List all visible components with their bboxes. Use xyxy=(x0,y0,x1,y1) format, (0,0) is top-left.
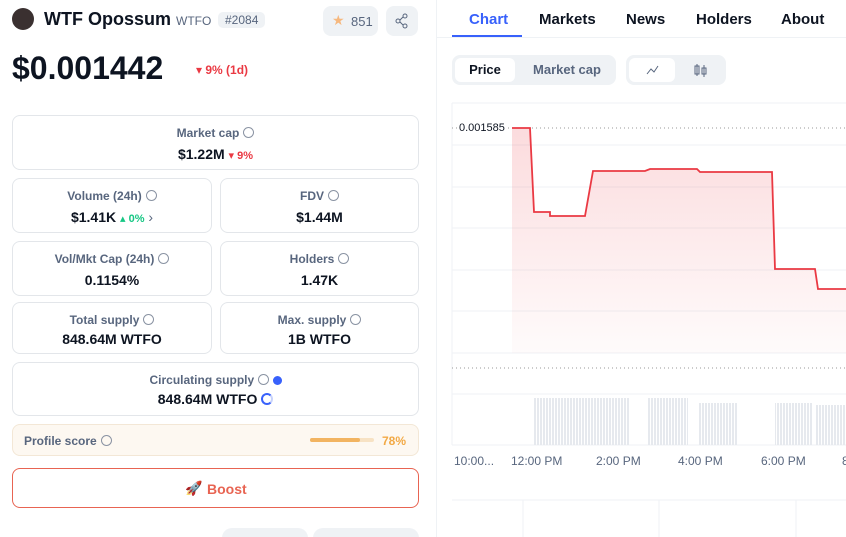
x-label: 4:00 PM xyxy=(678,454,723,468)
stat-value: $1.44M xyxy=(296,209,343,225)
watchlist-button[interactable]: ★ 851 xyxy=(323,6,378,36)
star-count: 851 xyxy=(351,14,373,29)
profile-score[interactable]: Profile score 78% xyxy=(12,424,419,456)
stat-label: Total supply xyxy=(69,313,140,327)
stat-label: Market cap xyxy=(176,126,240,140)
stat-max-supply: Max. supply 1B WTFO xyxy=(220,302,419,354)
boost-button[interactable]: 🚀 Boost xyxy=(12,468,419,508)
tab[interactable]: Holders xyxy=(696,11,752,28)
x-label: 6:00 PM xyxy=(761,454,806,468)
website-chip[interactable] xyxy=(222,528,308,537)
price-change: ▾ 9% (1d) xyxy=(196,63,249,77)
x-label: 2:00 PM xyxy=(596,454,641,468)
divider xyxy=(436,0,437,537)
stat-holders: Holders 1.47K xyxy=(220,241,419,296)
share-button[interactable] xyxy=(386,6,418,36)
profile-value: 78% xyxy=(382,434,407,448)
rank-badge: #2084 xyxy=(218,12,266,28)
price-area xyxy=(512,128,846,353)
stat-value: 0.1154% xyxy=(84,272,140,288)
price: $0.001442 xyxy=(12,50,164,86)
tab[interactable]: About xyxy=(781,11,825,28)
tab-underline xyxy=(452,35,522,37)
stat-circulating: Circulating supply 848.64M WTFO xyxy=(12,362,419,416)
coin-symbol: WTFO xyxy=(176,14,212,28)
stat-value: $1.22M xyxy=(177,146,225,162)
stat-value: 1B WTFO xyxy=(288,331,351,347)
volume-bars xyxy=(533,398,846,445)
star-icon: ★ xyxy=(332,12,345,28)
chart-type-toggle xyxy=(626,55,726,85)
stat-value: 848.64M WTFO xyxy=(157,391,258,407)
stat-change: 9% xyxy=(237,150,254,162)
stat-value: 848.64M WTFO xyxy=(62,331,162,347)
stat-vol-mkt: Vol/Mkt Cap (24h) 0.1154% xyxy=(12,241,212,296)
rocket-icon: 🚀 xyxy=(185,480,203,496)
stat-label: Holders xyxy=(289,252,335,266)
stat-change: 0% xyxy=(128,213,145,225)
x-label: 12:00 PM xyxy=(511,454,563,468)
stat-total-supply: Total supply 848.64M WTFO xyxy=(12,302,212,354)
tab[interactable]: News xyxy=(626,11,666,28)
stat-label: FDV xyxy=(300,189,324,203)
tab[interactable]: Markets xyxy=(539,11,596,28)
toggle-price[interactable]: Price xyxy=(455,58,515,82)
stat-volume[interactable]: Volume (24h) $1.41K ▴ 0% › xyxy=(12,178,212,233)
whitepaper-chip[interactable] xyxy=(313,528,419,537)
coin-name: WTF Opossum xyxy=(44,9,171,29)
stat-label: Circulating supply xyxy=(149,373,255,387)
tab-border xyxy=(437,37,846,38)
stat-label: Volume (24h) xyxy=(67,189,142,203)
boost-text: Boost xyxy=(207,481,247,497)
stat-label: Vol/Mkt Cap (24h) xyxy=(54,252,155,266)
stat-market-cap: Market cap $1.22M ▾ 9% xyxy=(12,115,419,170)
x-label: 10:00... xyxy=(454,454,495,468)
stat-value: $1.41K xyxy=(70,209,117,225)
chart-toggle: Price Market cap xyxy=(452,55,616,85)
stat-value: 1.47K xyxy=(300,272,339,288)
profile-bar xyxy=(310,438,374,442)
stat-label: Max. supply xyxy=(277,313,347,327)
x-label: 8 xyxy=(842,454,846,468)
profile-label: Profile score xyxy=(24,434,97,448)
price-label: 0.001585 xyxy=(458,122,506,134)
price-line xyxy=(512,127,846,290)
coin-logo xyxy=(12,8,34,30)
line-chart-button[interactable] xyxy=(629,58,675,82)
price-change-text: 9% (1d) xyxy=(205,63,249,77)
stat-fdv: FDV $1.44M xyxy=(220,178,419,233)
candle-chart-button[interactable] xyxy=(678,58,724,82)
share-icon xyxy=(395,13,408,29)
tab[interactable]: Chart xyxy=(469,11,509,28)
toggle-market-cap[interactable]: Market cap xyxy=(533,62,601,77)
